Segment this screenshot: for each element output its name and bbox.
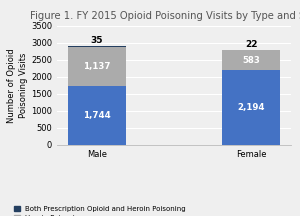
Text: 2,194: 2,194 [237,103,265,112]
Legend: Both Prescription Opioid and Heroin Poisoning, Heroin Poisoning, Prescription Op: Both Prescription Opioid and Heroin Pois… [14,206,186,216]
Bar [222,70,280,145]
Bar [68,86,126,145]
Y-axis label: Number of Opioid
Poisoning Visits: Number of Opioid Poisoning Visits [7,48,28,123]
Text: 1,744: 1,744 [83,111,111,120]
Bar [68,47,126,86]
Text: 1,137: 1,137 [83,62,111,71]
Bar [222,50,280,51]
Title: Figure 1. FY 2015 Opioid Poisoning Visits by Type and Sex: Figure 1. FY 2015 Opioid Poisoning Visit… [30,11,300,21]
Text: 35: 35 [91,36,103,45]
Text: 22: 22 [245,40,257,49]
Bar [68,46,126,47]
Bar [222,51,280,70]
Text: 583: 583 [242,56,260,65]
